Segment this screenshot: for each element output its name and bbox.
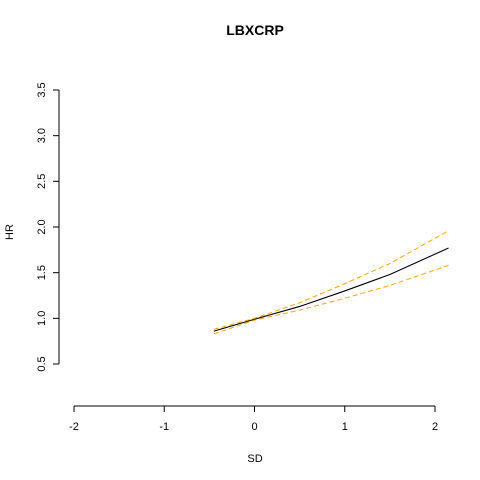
plot-lines xyxy=(213,230,449,335)
x-tick-label: -2 xyxy=(69,421,79,433)
x-tick-label: 2 xyxy=(432,421,438,433)
y-tick-label: 0.5 xyxy=(36,356,48,371)
y-tick-label: 2.5 xyxy=(36,174,48,189)
y-axis: 0.5 1.0 1.5 2.0 2.5 3.0 3.5 xyxy=(36,82,60,372)
x-tick-label: -1 xyxy=(159,421,169,433)
y-tick-label: 1.5 xyxy=(36,265,48,280)
x-axis-label: SD xyxy=(247,453,262,465)
x-tick-label: 1 xyxy=(342,421,348,433)
series-line-upper xyxy=(213,230,449,330)
x-tick-label: 0 xyxy=(251,421,257,433)
y-tick-label: 1.0 xyxy=(36,311,48,326)
y-tick-label: 2.0 xyxy=(36,219,48,234)
x-axis: -2 -1 0 1 2 xyxy=(69,405,438,433)
y-axis-label: HR xyxy=(4,224,16,240)
series-line-lower xyxy=(213,264,449,335)
chart-title: LBXCRP xyxy=(226,22,284,38)
y-tick-label: 3.0 xyxy=(36,128,48,143)
y-tick-label: 3.5 xyxy=(36,82,48,97)
series-line-estimate xyxy=(213,247,449,332)
